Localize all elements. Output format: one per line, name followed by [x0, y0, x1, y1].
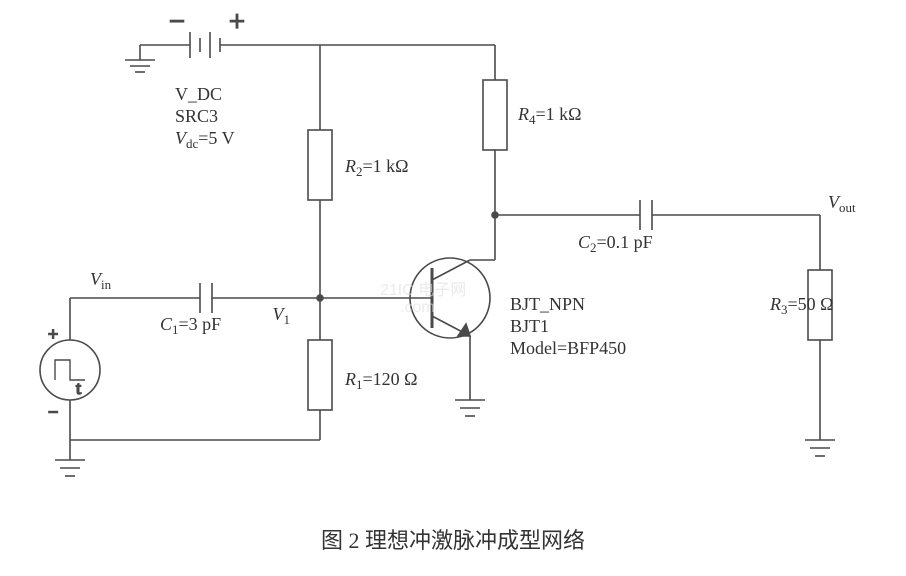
c1-label: C1=3 pF: [160, 314, 221, 337]
src-minus: −: [48, 402, 58, 422]
ground-r3: [805, 440, 835, 456]
c2-label: C2=0.1 pF: [578, 232, 653, 255]
resistor-r4: [483, 80, 507, 150]
watermark-l1: 21IC 电子网: [380, 281, 466, 299]
r1-label: R1=120 Ω: [344, 369, 418, 392]
figure-caption: 图 2 理想冲激脉冲成型网络: [321, 528, 585, 553]
r2-label: R2=1 kΩ: [344, 156, 409, 179]
ground-src: [55, 460, 85, 476]
svg-text:t: t: [76, 378, 81, 398]
capacitor-c2: [640, 200, 652, 230]
vin-label: Vin: [90, 269, 112, 292]
r4-label: R4=1 kΩ: [517, 104, 582, 127]
src-plus: +: [48, 324, 58, 344]
watermark-l2: .com: [400, 299, 435, 316]
dc-source: [125, 32, 320, 72]
vout-label: Vout: [828, 192, 856, 215]
bjt-l2: BJT1: [510, 316, 549, 336]
circuit-diagram: － ＋: [0, 0, 906, 576]
pulse-source: t: [40, 340, 100, 400]
polarity-minus: －: [168, 12, 186, 32]
capacitor-c1: [200, 283, 212, 313]
vdc-l1: V_DC: [175, 84, 222, 104]
v1-label: V1: [273, 304, 291, 327]
resistor-r1: [308, 340, 332, 410]
bjt-l1: BJT_NPN: [510, 294, 585, 314]
resistor-r2: [308, 130, 332, 200]
polarity-plus: ＋: [228, 12, 246, 32]
vdc-l2: SRC3: [175, 106, 218, 126]
bjt-l3: Model=BFP450: [510, 338, 626, 358]
vdc-l3: Vdc=5 V: [175, 128, 235, 151]
r3-label: R3=50 Ω: [769, 294, 834, 317]
